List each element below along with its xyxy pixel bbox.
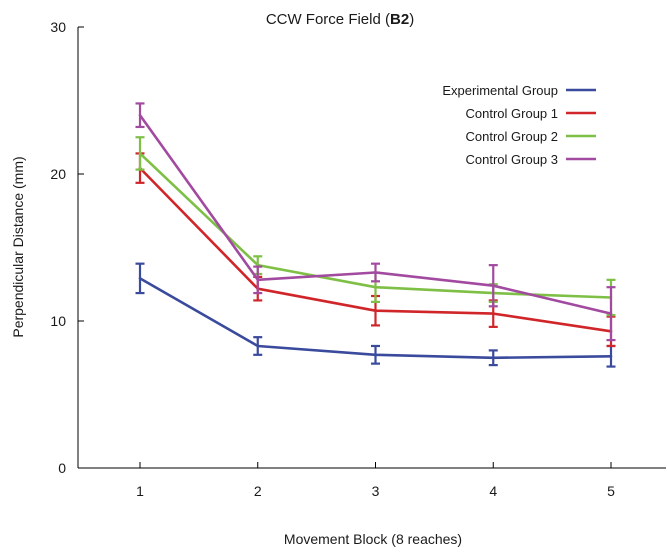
series-1 [135, 262, 616, 368]
error-bar-1-2 [253, 336, 263, 356]
chart-title-suffix: ) [409, 11, 414, 28]
y-axis-label: Perpendicular Distance (mm) [10, 156, 26, 337]
x-tick-label-1: 1 [136, 483, 144, 499]
error-bar-1-3 [371, 344, 380, 365]
x-tick-label-5: 5 [607, 483, 615, 499]
series-layer [135, 102, 616, 368]
error-bar-4-1 [135, 102, 145, 129]
error-bar-3-1 [135, 136, 145, 171]
y-tick-label-20: 20 [50, 166, 66, 182]
x-axis: 1 2 3 4 5 [78, 462, 666, 499]
error-bar-4-3 [371, 262, 380, 283]
x-axis-label: Movement Block (8 reaches) [284, 531, 462, 547]
chart-title: CCW Force Field (B2) [266, 11, 414, 28]
y-axis-ticks: 0 10 20 30 [50, 19, 84, 476]
legend-item-1: Experimental Group [442, 83, 596, 98]
error-bar-4-5 [606, 286, 616, 342]
legend: Experimental Group Control Group 1 Control… [442, 83, 596, 167]
chart-title-prefix: CCW Force Field ( [266, 11, 390, 28]
legend-label-4: Control Group 3 [466, 152, 559, 167]
chart-title-bold: B2 [390, 11, 409, 28]
legend-label-2: Control Group 1 [466, 106, 559, 121]
y-tick-label-0: 0 [58, 460, 66, 476]
error-bar-1-1 [135, 262, 145, 295]
legend-item-2: Control Group 1 [466, 106, 596, 121]
legend-label-1: Experimental Group [442, 83, 558, 98]
legend-item-4: Control Group 3 [466, 152, 596, 167]
x-tick-label-2: 2 [254, 483, 262, 499]
legend-item-3: Control Group 2 [466, 129, 596, 144]
y-axis: 0 10 20 30 [50, 19, 84, 476]
y-tick-label-10: 10 [50, 313, 66, 329]
x-tick-label-3: 3 [372, 483, 380, 499]
error-bar-1-4 [488, 349, 498, 367]
x-tick-label-4: 4 [489, 483, 497, 499]
series-4 [135, 102, 616, 342]
y-tick-label-30: 30 [50, 19, 66, 35]
error-bar-4-4 [488, 264, 498, 308]
legend-label-3: Control Group 2 [466, 129, 559, 144]
x-axis-ticks: 1 2 3 4 5 [136, 462, 615, 499]
error-bar-4-2 [253, 265, 263, 295]
